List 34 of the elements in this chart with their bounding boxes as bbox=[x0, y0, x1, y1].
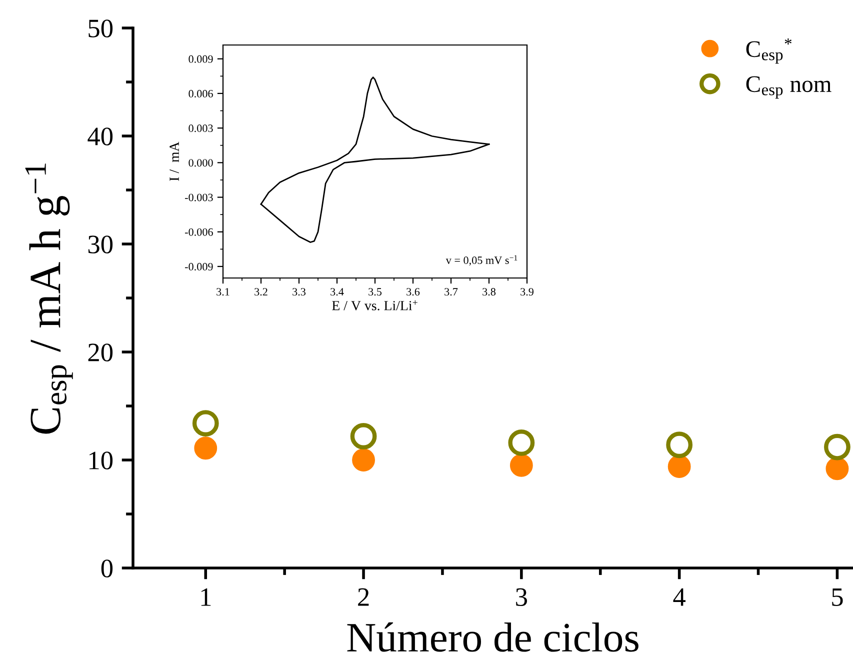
y-tick-label: 0.006 bbox=[188, 90, 213, 98]
x-tick-label: 3.3 bbox=[292, 288, 306, 296]
y-tick-label: 30 bbox=[88, 236, 113, 254]
x-tick-label: 3.1 bbox=[216, 288, 230, 296]
x-tick-label: 3.8 bbox=[482, 288, 496, 296]
y-tick-label: 0.009 bbox=[188, 55, 213, 63]
x-tick-label: 3.2 bbox=[254, 288, 268, 296]
x-tick-label: 3.7 bbox=[444, 288, 458, 296]
y-tick-label: 0.000 bbox=[188, 159, 213, 167]
y-tick-label: 40 bbox=[88, 128, 113, 146]
y-tick-label: 0 bbox=[101, 560, 113, 578]
legend-label: C$_{esp}$ nom bbox=[746, 76, 832, 99]
x-tick-label: 3.9 bbox=[520, 288, 534, 296]
y-tick-label: -0.003 bbox=[184, 194, 213, 202]
x-axis-title: E / V vs. Li/Li$^{+}$ bbox=[332, 300, 418, 310]
x-tick-label: 3.5 bbox=[368, 288, 382, 296]
annotation: v = 0,05 mV s$^{−1}$ bbox=[446, 255, 518, 266]
y-axis-title: C$_{esp}$ / mA h g$^{−1}$ bbox=[25, 164, 73, 434]
x-tick-label: 1 bbox=[201, 588, 211, 606]
legend-label: C$_{esp}$$^{*}$ bbox=[746, 38, 792, 64]
y-tick-label: 50 bbox=[88, 20, 113, 38]
y-tick-label: 20 bbox=[88, 344, 113, 362]
y-tick-label: -0.006 bbox=[184, 228, 213, 236]
y-tick-label: 10 bbox=[89, 452, 113, 470]
y-axis-title: I / mA bbox=[170, 142, 179, 181]
x-tick-label: 3.6 bbox=[406, 288, 420, 296]
x-tick-label: 5 bbox=[832, 588, 843, 606]
x-axis-title: Número de ciclos bbox=[347, 622, 638, 652]
y-tick-label: 0.003 bbox=[188, 124, 213, 132]
x-tick-label: 2 bbox=[358, 588, 369, 606]
x-tick-label: 3 bbox=[516, 588, 527, 606]
x-tick-label: 4 bbox=[673, 588, 686, 606]
x-tick-label: 3.4 bbox=[330, 288, 344, 296]
y-tick-label: -0.009 bbox=[184, 262, 213, 270]
